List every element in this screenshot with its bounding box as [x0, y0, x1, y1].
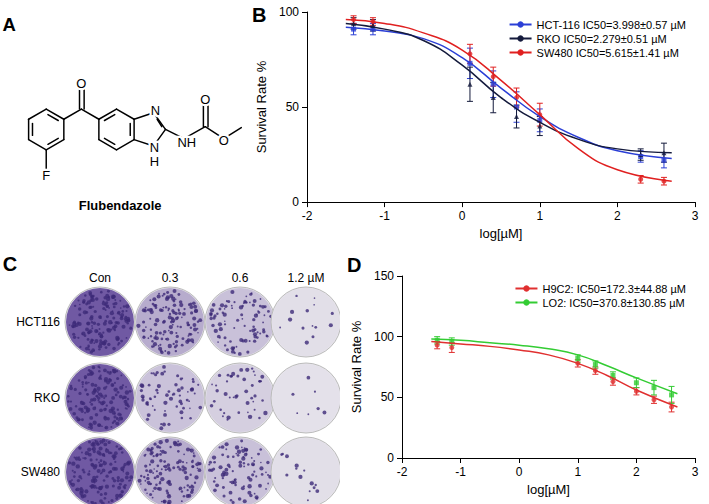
- svg-text:SW480 IC50=5.615±1.41 µM: SW480 IC50=5.615±1.41 µM: [537, 47, 679, 59]
- svg-text:O: O: [200, 92, 210, 107]
- svg-text:NH: NH: [177, 135, 196, 150]
- svg-text:N: N: [150, 140, 159, 155]
- svg-text:-1: -1: [379, 209, 390, 223]
- svg-text:log[µM]: log[µM]: [527, 482, 570, 497]
- svg-text:0: 0: [516, 465, 523, 479]
- svg-text:RKO IC50=2.279±0.51 µM: RKO IC50=2.279±0.51 µM: [537, 33, 667, 45]
- svg-text:1: 1: [574, 465, 581, 479]
- svg-text:100: 100: [374, 330, 394, 344]
- svg-text:N: N: [151, 103, 160, 118]
- svg-text:0: 0: [459, 209, 466, 223]
- svg-text:LO2: IC50=370.8±130.85 µM: LO2: IC50=370.8±130.85 µM: [542, 297, 684, 309]
- svg-text:1: 1: [536, 209, 543, 223]
- svg-text:100: 100: [279, 5, 299, 19]
- svg-text:0: 0: [387, 451, 394, 465]
- svg-text:2: 2: [633, 465, 640, 479]
- svg-text:50: 50: [286, 100, 300, 114]
- svg-text:Flubendazole: Flubendazole: [79, 198, 162, 213]
- svg-text:-2: -2: [302, 209, 313, 223]
- svg-text:-1: -1: [455, 465, 466, 479]
- svg-text:H9C2: IC50=172.3±44.88 µM: H9C2: IC50=172.3±44.88 µM: [542, 283, 686, 295]
- svg-text:3: 3: [692, 465, 699, 479]
- svg-text:D: D: [347, 254, 361, 276]
- svg-text:50: 50: [381, 390, 395, 404]
- svg-text:C: C: [3, 253, 17, 275]
- svg-text:RKO: RKO: [34, 391, 60, 405]
- svg-text:log[µM]: log[µM]: [480, 226, 523, 241]
- svg-text:O: O: [219, 133, 229, 148]
- svg-text:0: 0: [292, 195, 299, 209]
- svg-text:F: F: [42, 168, 50, 183]
- svg-text:Con: Con: [89, 271, 111, 285]
- svg-text:H: H: [150, 154, 159, 169]
- svg-text:-2: -2: [397, 465, 408, 479]
- svg-text:Survival Rate %: Survival Rate %: [349, 320, 364, 413]
- svg-text:HCT116: HCT116: [16, 315, 60, 329]
- svg-text:SW480: SW480: [21, 465, 61, 479]
- svg-text:B: B: [252, 4, 266, 26]
- svg-text:3: 3: [692, 209, 699, 223]
- svg-text:0.3: 0.3: [162, 271, 179, 285]
- svg-text:2: 2: [614, 209, 621, 223]
- svg-text:1.2 µM: 1.2 µM: [288, 271, 325, 285]
- svg-text:Survival Rate %: Survival Rate %: [254, 60, 269, 153]
- svg-text:HCT-116 IC50=3.998±0.57 µM: HCT-116 IC50=3.998±0.57 µM: [537, 19, 686, 31]
- svg-text:0.6: 0.6: [232, 271, 249, 285]
- svg-text:O: O: [76, 76, 86, 91]
- svg-text:150: 150: [374, 269, 394, 283]
- svg-text:A: A: [3, 14, 16, 35]
